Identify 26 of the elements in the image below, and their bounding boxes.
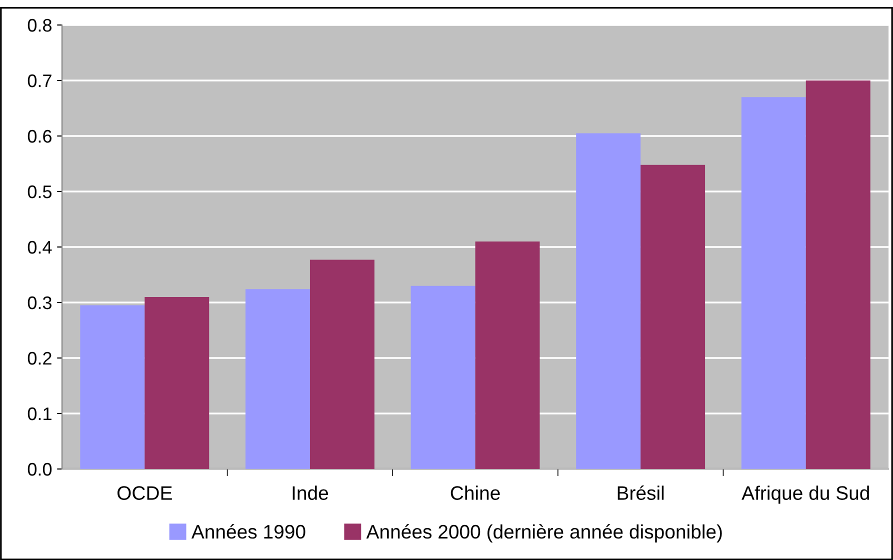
y-tick-label: 0.0 <box>28 462 52 476</box>
y-tick-label: 0.1 <box>28 407 52 420</box>
y-tick-label: 0.8 <box>28 18 52 32</box>
y-tick-label: 0.3 <box>28 296 52 310</box>
bar <box>576 133 641 469</box>
y-tick-label: 0.7 <box>28 74 52 88</box>
bar <box>640 164 706 469</box>
x-tick-label: OCDE <box>117 486 172 500</box>
legend-label: Années 1990 <box>191 524 306 539</box>
y-tick-label: 0.5 <box>28 185 52 198</box>
x-tick-label: Afrique du Sud <box>742 486 869 504</box>
x-tick-label: Inde <box>292 486 328 500</box>
bar <box>310 260 374 469</box>
y-tick-label: 0.6 <box>28 130 52 143</box>
bar <box>806 80 870 469</box>
bar <box>741 97 806 469</box>
x-tick-label: Brésil <box>618 485 664 500</box>
legend-label: Années 2000 (dernière année disponible) <box>366 524 722 542</box>
y-tick-label: 0.4 <box>28 240 52 254</box>
y-tick-label: 0.2 <box>28 352 52 365</box>
bar <box>410 286 476 469</box>
bar <box>245 289 310 469</box>
bar <box>80 305 145 469</box>
bar <box>475 241 540 469</box>
bar <box>144 296 210 469</box>
x-tick-label: Chine <box>450 486 500 500</box>
